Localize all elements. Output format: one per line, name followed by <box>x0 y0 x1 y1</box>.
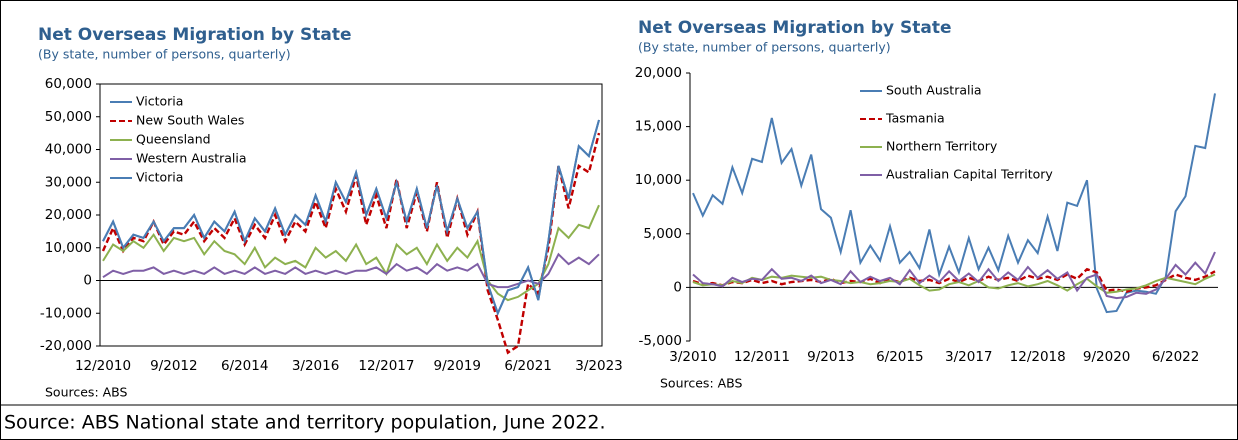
y-tick-label: 5,000 <box>643 226 682 242</box>
legend-label: Queensland <box>136 132 211 147</box>
x-tick-label: 12/2017 <box>358 358 414 374</box>
x-tick-label: 6/2021 <box>504 358 552 374</box>
y-tick-label: 10,000 <box>45 240 92 256</box>
x-tick-label: 3/2010 <box>669 349 717 365</box>
chart-source: Sources: ABS <box>45 385 128 400</box>
x-tick-label: 12/2011 <box>734 349 790 365</box>
y-tick-label: 10,000 <box>635 172 682 188</box>
chart-subtitle: (By state, number of persons, quarterly) <box>638 40 891 55</box>
x-tick-label: 12/2018 <box>1010 349 1066 365</box>
legend-label: Australian Capital Territory <box>886 167 1053 182</box>
y-tick-label: 60,000 <box>45 76 92 92</box>
x-tick-label: 6/2015 <box>876 349 924 365</box>
y-tick-label: 30,000 <box>45 174 92 190</box>
x-tick-label: 3/2017 <box>945 349 993 365</box>
x-tick-label: 9/2012 <box>150 358 198 374</box>
series-line <box>692 267 1216 293</box>
legend-label: Northern Territory <box>886 139 998 154</box>
x-tick-label: 3/2016 <box>292 358 340 374</box>
chart-title: Net Overseas Migration by State <box>38 25 352 45</box>
y-tick-label: 0 <box>83 273 92 289</box>
x-tick-label: 6/2022 <box>1152 349 1200 365</box>
legend-label: Tasmania <box>885 111 945 126</box>
x-tick-label: 9/2019 <box>434 358 482 374</box>
series-line <box>692 93 1216 314</box>
chart-source: Sources: ABS <box>660 376 743 391</box>
series-line <box>692 251 1216 300</box>
chart-title: Net Overseas Migration by State <box>638 18 952 38</box>
legend-label: Victoria <box>136 94 183 109</box>
x-tick-label: 3/2023 <box>575 358 623 374</box>
legend-label: New South Wales <box>136 113 244 128</box>
legend-label: Western Australia <box>136 151 247 166</box>
y-tick-label: 20,000 <box>635 65 682 81</box>
y-tick-label: 0 <box>673 279 682 295</box>
series-line <box>102 119 600 317</box>
series-line <box>102 119 600 317</box>
x-tick-label: 9/2013 <box>807 349 855 365</box>
y-tick-label: 40,000 <box>45 142 92 158</box>
series-line <box>102 252 600 289</box>
chart-subtitle: (By state, number of persons, quarterly) <box>38 47 291 62</box>
y-tick-label: 20,000 <box>45 207 92 223</box>
y-tick-label: -5,000 <box>638 333 682 349</box>
y-tick-label: -10,000 <box>40 305 92 321</box>
legend-label: South Australia <box>886 83 982 98</box>
legend-label: Victoria <box>136 170 183 185</box>
x-tick-label: 6/2014 <box>221 358 269 374</box>
series-line <box>101 132 601 355</box>
y-tick-label: -20,000 <box>40 338 92 354</box>
caption: Source: ABS National state and territory… <box>4 412 606 434</box>
y-tick-label: 50,000 <box>45 109 92 125</box>
x-tick-label: 12/2010 <box>75 358 131 374</box>
x-tick-label: 9/2020 <box>1083 349 1131 365</box>
series-line <box>102 204 600 302</box>
y-tick-label: 15,000 <box>635 119 682 135</box>
